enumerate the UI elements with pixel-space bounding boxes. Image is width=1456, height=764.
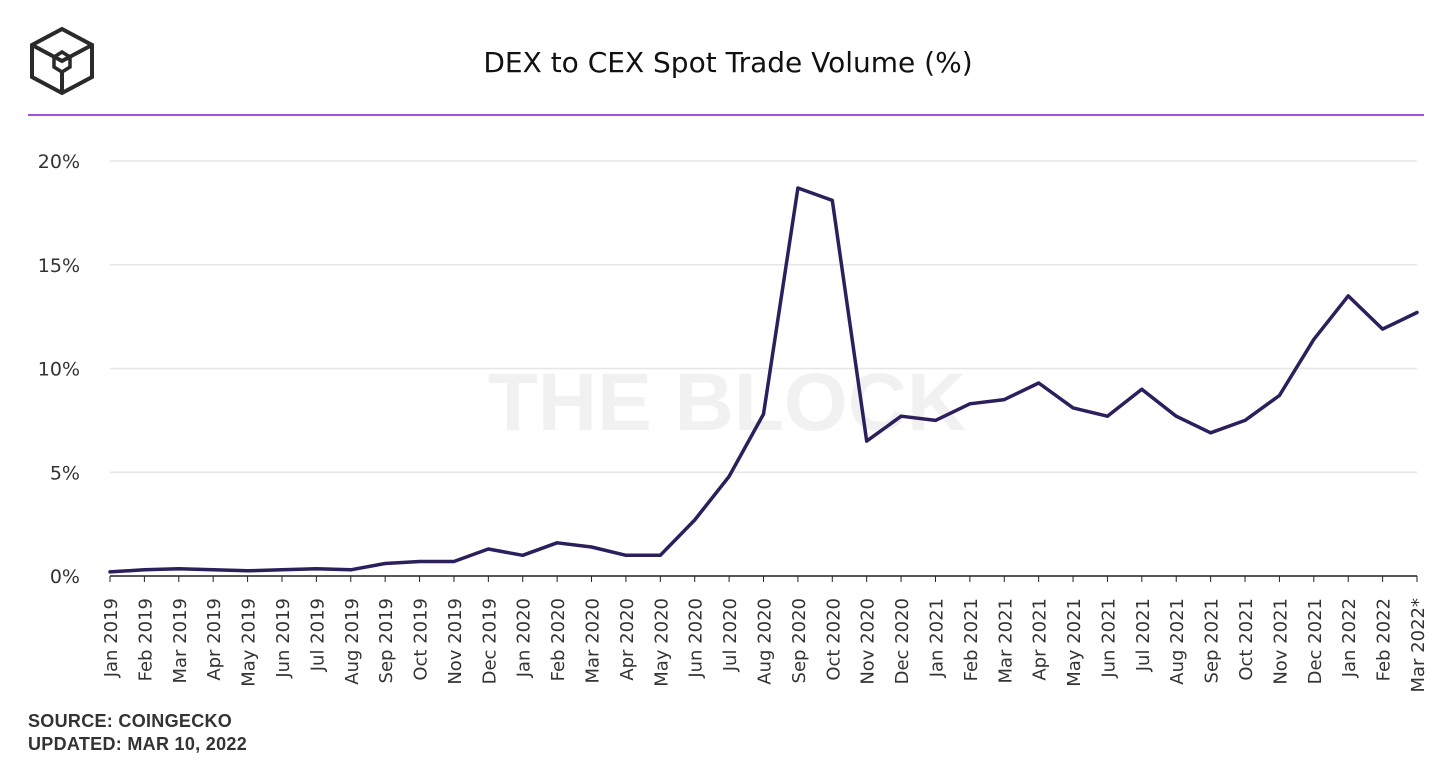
x-tick-label: Nov 2019 bbox=[445, 598, 466, 685]
x-tick-label: Oct 2019 bbox=[411, 598, 432, 681]
data-point bbox=[830, 198, 834, 202]
y-tick-label: 5% bbox=[50, 462, 80, 484]
data-point bbox=[968, 402, 972, 406]
data-point bbox=[555, 541, 559, 545]
x-tick-label: Dec 2021 bbox=[1305, 598, 1326, 684]
data-point bbox=[1209, 431, 1213, 435]
x-tick-label: Feb 2022 bbox=[1374, 598, 1395, 681]
data-point bbox=[796, 186, 800, 190]
chart-title: DEX to CEX Spot Trade Volume (%) bbox=[483, 46, 973, 79]
x-tick-label: May 2019 bbox=[239, 598, 260, 687]
data-points bbox=[108, 186, 1419, 574]
source-label: SOURCE: COINGECKO bbox=[28, 711, 233, 731]
x-tick-label: Aug 2020 bbox=[755, 598, 776, 685]
data-point bbox=[1415, 310, 1419, 314]
x-axis-ticks: Jan 2019 Feb 2019 Mar 2019 Apr 2019 May 2019… bbox=[101, 576, 1429, 693]
x-tick-label: Jun 2020 bbox=[686, 598, 707, 679]
data-point bbox=[246, 569, 250, 573]
x-tick-label: Sep 2019 bbox=[376, 598, 397, 683]
updated-label: UPDATED: MAR 10, 2022 bbox=[28, 734, 248, 754]
data-point bbox=[762, 412, 765, 416]
x-tick-label: Dec 2019 bbox=[479, 598, 500, 684]
data-point bbox=[521, 553, 525, 557]
x-tick-label: May 2021 bbox=[1064, 598, 1085, 687]
data-point bbox=[1346, 294, 1350, 298]
x-tick-label: Mar 2021 bbox=[995, 598, 1016, 684]
data-point bbox=[452, 559, 456, 563]
x-tick-label: Apr 2021 bbox=[1030, 598, 1051, 681]
y-tick-label: 15% bbox=[38, 255, 80, 277]
x-tick-label: Mar 2020 bbox=[583, 598, 604, 684]
data-point bbox=[590, 545, 594, 549]
data-point bbox=[1140, 387, 1144, 391]
x-tick-label: Jan 2020 bbox=[514, 598, 535, 678]
x-tick-label: Nov 2020 bbox=[858, 598, 879, 685]
x-tick-label: Sep 2021 bbox=[1202, 598, 1223, 683]
data-point bbox=[658, 553, 662, 557]
data-point bbox=[1071, 406, 1075, 410]
x-tick-label: Jul 2021 bbox=[1133, 598, 1154, 672]
x-tick-label: Mar 2019 bbox=[170, 598, 191, 684]
y-axis-ticks: 0% 5% 10% 15% 20% bbox=[38, 151, 80, 588]
data-point bbox=[1277, 393, 1281, 397]
data-point bbox=[1037, 381, 1041, 385]
data-point bbox=[280, 568, 284, 572]
data-point bbox=[1312, 337, 1316, 341]
data-point bbox=[1105, 414, 1109, 418]
x-tick-label: Oct 2020 bbox=[823, 598, 844, 681]
data-point bbox=[1002, 398, 1006, 402]
data-point bbox=[1174, 414, 1178, 418]
y-tick-label: 0% bbox=[50, 566, 80, 588]
data-point bbox=[899, 414, 903, 418]
data-point bbox=[1381, 327, 1385, 331]
data-point bbox=[314, 567, 318, 571]
x-tick-label: May 2020 bbox=[651, 598, 672, 687]
data-point bbox=[349, 568, 353, 572]
data-point bbox=[693, 518, 697, 522]
y-tick-label: 10% bbox=[38, 359, 80, 381]
data-point bbox=[727, 474, 731, 478]
data-point bbox=[865, 439, 869, 443]
gridlines bbox=[110, 160, 1417, 473]
x-tick-label: Feb 2020 bbox=[548, 598, 569, 681]
x-tick-label: Jan 2019 bbox=[101, 598, 122, 678]
x-tick-label: Dec 2020 bbox=[892, 598, 913, 684]
data-point bbox=[624, 553, 628, 557]
data-point bbox=[418, 559, 422, 563]
x-tick-label: Apr 2019 bbox=[204, 598, 225, 681]
x-tick-label: Jun 2021 bbox=[1098, 598, 1119, 679]
x-tick-label: Jun 2019 bbox=[273, 598, 294, 679]
data-point bbox=[486, 547, 490, 551]
data-point bbox=[177, 567, 181, 571]
x-tick-label: Jan 2022 bbox=[1339, 598, 1360, 678]
x-tick-label: Apr 2020 bbox=[617, 598, 638, 681]
x-tick-label: Jan 2021 bbox=[926, 598, 947, 678]
data-point bbox=[108, 570, 112, 574]
the-block-logo-icon bbox=[30, 26, 94, 96]
x-tick-label: Mar 2022* bbox=[1408, 598, 1429, 693]
data-point bbox=[1243, 418, 1247, 422]
x-tick-label: Sep 2020 bbox=[789, 598, 810, 683]
y-tick-label: 20% bbox=[38, 151, 80, 173]
x-tick-label: Feb 2021 bbox=[961, 598, 982, 681]
title-divider bbox=[28, 114, 1424, 116]
x-tick-label: Jul 2019 bbox=[307, 598, 328, 672]
data-point bbox=[142, 568, 146, 572]
data-point bbox=[211, 568, 215, 572]
watermark: THE BLOCK bbox=[488, 357, 966, 448]
x-tick-label: Feb 2019 bbox=[135, 598, 156, 681]
data-point bbox=[933, 418, 937, 422]
x-tick-label: Nov 2021 bbox=[1270, 598, 1291, 685]
x-tick-label: Aug 2021 bbox=[1167, 598, 1188, 685]
x-tick-label: Aug 2019 bbox=[342, 598, 363, 685]
data-point bbox=[383, 562, 387, 566]
x-tick-label: Oct 2021 bbox=[1236, 598, 1257, 681]
x-tick-label: Jul 2020 bbox=[720, 598, 741, 672]
